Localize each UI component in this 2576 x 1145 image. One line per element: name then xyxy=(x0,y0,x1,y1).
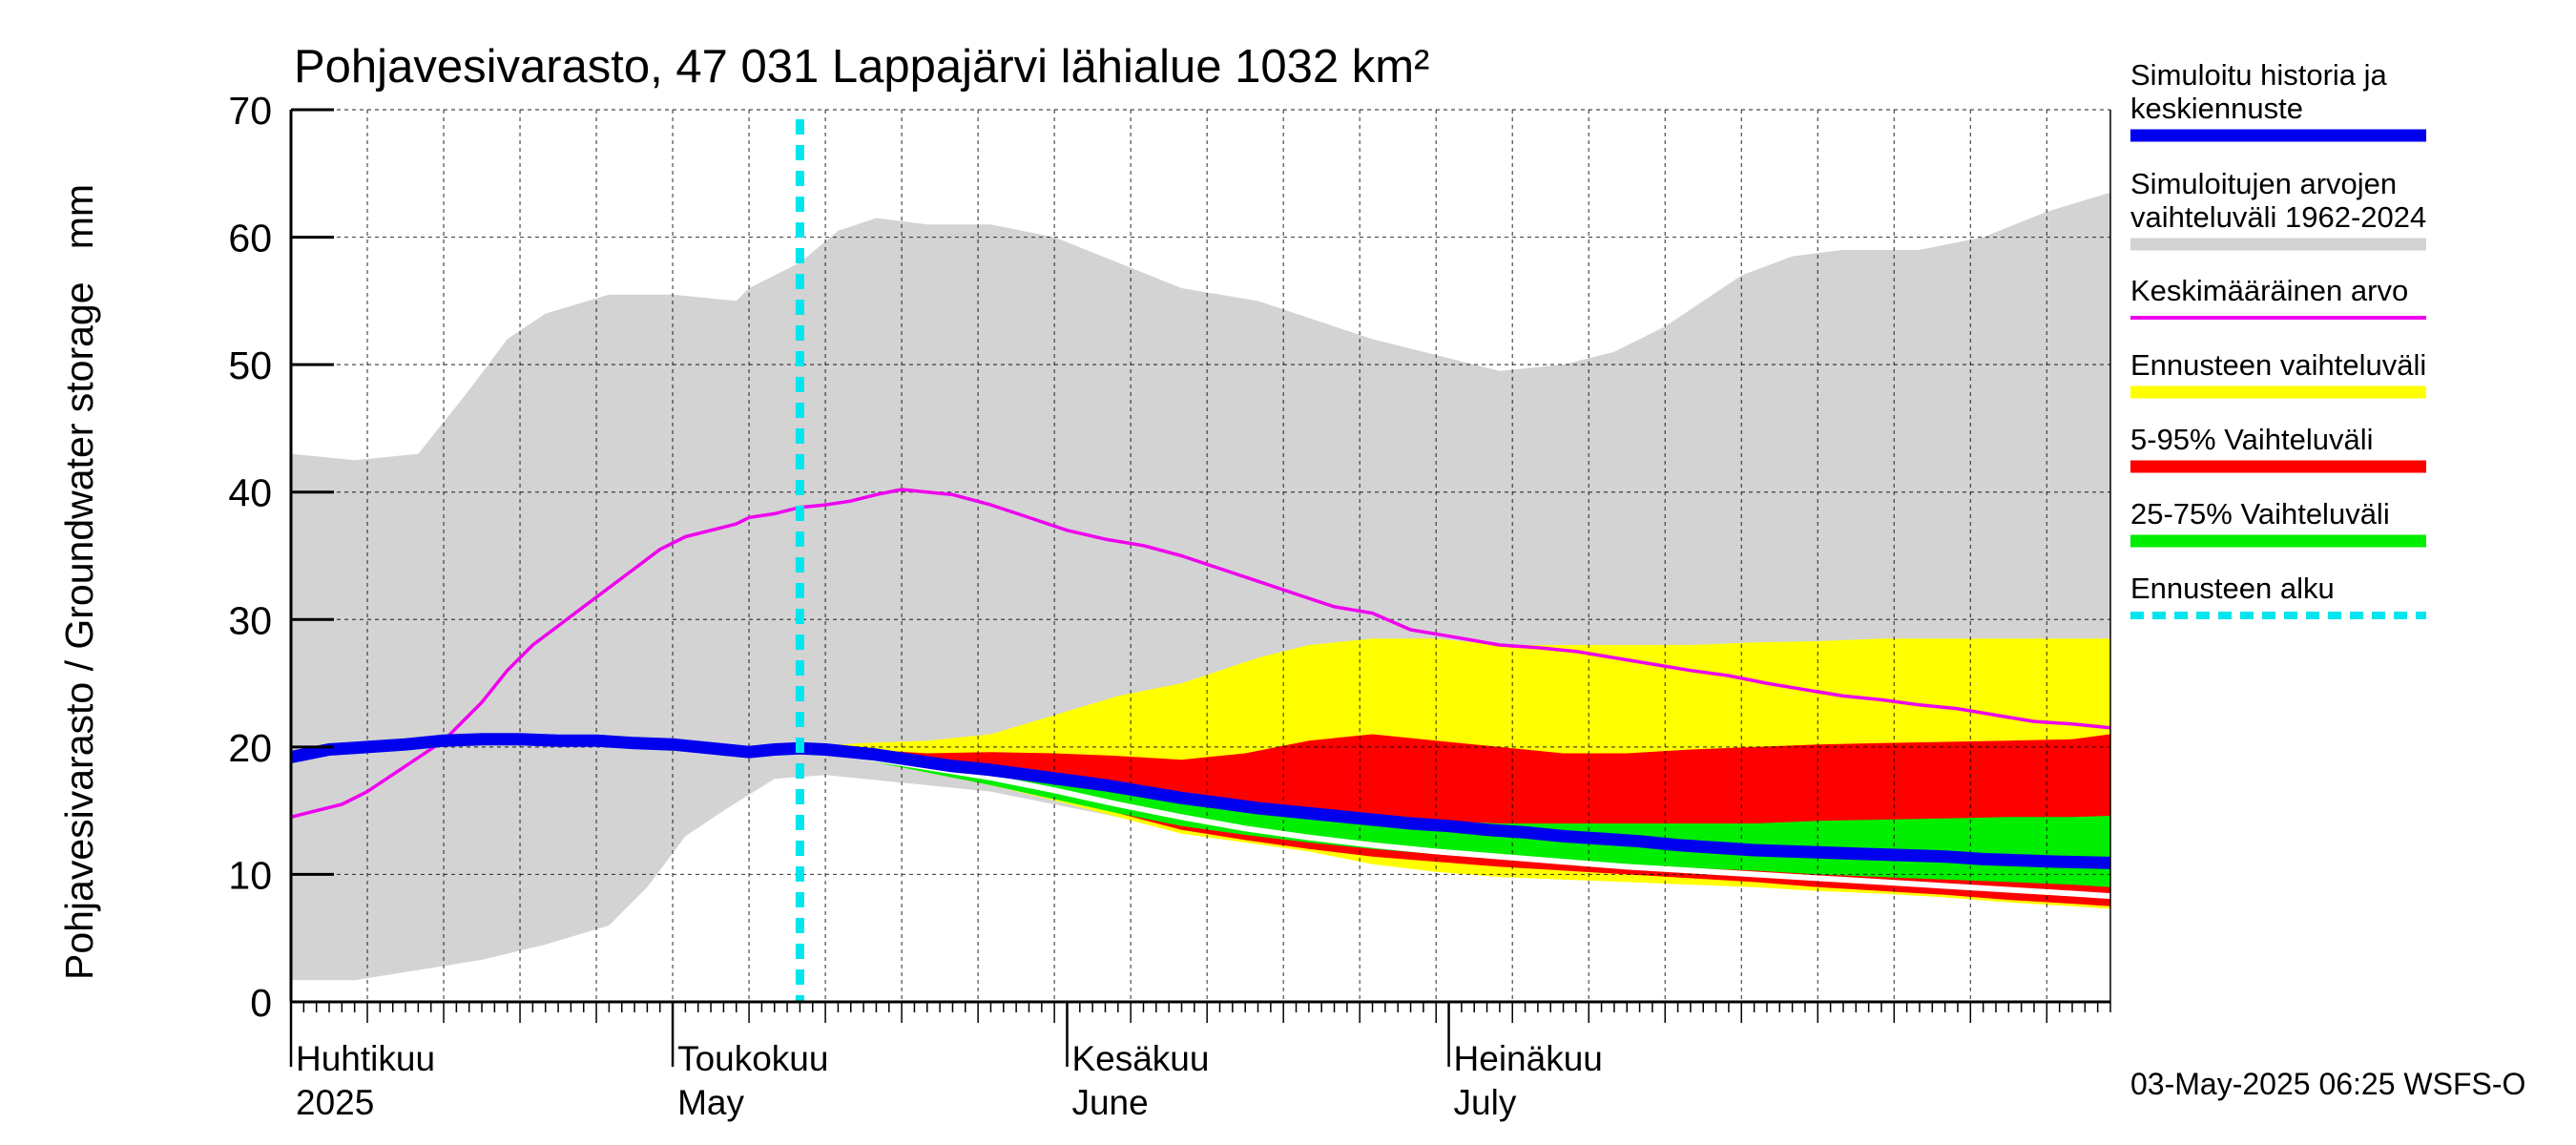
legend-5-95-range-label: 5-95% Vaihteluväli xyxy=(2130,423,2373,456)
legend-25-75-range-label: 25-75% Vaihteluväli xyxy=(2130,497,2390,531)
forecast-white-trace xyxy=(797,746,2110,900)
legend-forecast-range-label: Ennusteen vaihteluväli xyxy=(2130,348,2426,382)
mean-value-line xyxy=(291,488,2110,820)
month-label-fi: Heinäkuu xyxy=(1454,1039,1603,1078)
simulated-history-line xyxy=(291,733,2110,869)
month-label-en: June xyxy=(1071,1083,1148,1122)
line-layer xyxy=(291,119,2110,1002)
y-tick-label: 10 xyxy=(228,853,272,897)
y-tick-label: 70 xyxy=(228,89,272,133)
y-tick-label: 0 xyxy=(250,981,272,1025)
y-tick-label: 30 xyxy=(228,598,272,642)
month-label-en: 2025 xyxy=(296,1083,374,1122)
y-tick-label: 40 xyxy=(228,471,272,515)
legend-historical-range-label: Simuloitujen arvojen xyxy=(2130,167,2397,200)
month-label-en: May xyxy=(677,1083,744,1122)
legend-forecast-start-label: Ennusteen alku xyxy=(2130,572,2335,605)
month-label-en: July xyxy=(1454,1083,1517,1122)
legend-historical-range-label: vaihteluväli 1962-2024 xyxy=(2130,200,2426,234)
month-label-fi: Toukokuu xyxy=(677,1039,828,1078)
month-label-fi: Kesäkuu xyxy=(1071,1039,1209,1078)
y-axis-label: Pohjavesivarasto / Groundwater storage m… xyxy=(57,184,101,980)
legend-simulated-history-label: keskiennuste xyxy=(2130,92,2303,125)
axes-layer: 0 10 20 30 40 50 60 70 Huhtikuu 2025 Toukokuu May Ke… xyxy=(228,89,2111,1122)
y-tick-label: 50 xyxy=(228,344,272,387)
month-label-fi: Huhtikuu xyxy=(296,1039,435,1078)
legend-simulated-history-label: Simuloitu historia ja xyxy=(2130,58,2388,92)
y-tick-label: 20 xyxy=(228,726,272,770)
timestamp-label: 03-May-2025 06:25 WSFS-O xyxy=(2130,1067,2525,1101)
band-layer xyxy=(291,192,2110,981)
y-tick-label: 60 xyxy=(228,217,272,260)
legend-mean-value-label: Keskimääräinen arvo xyxy=(2130,274,2408,307)
chart-title: Pohjavesivarasto, 47 031 Lappajärvi lähi… xyxy=(294,41,1429,93)
